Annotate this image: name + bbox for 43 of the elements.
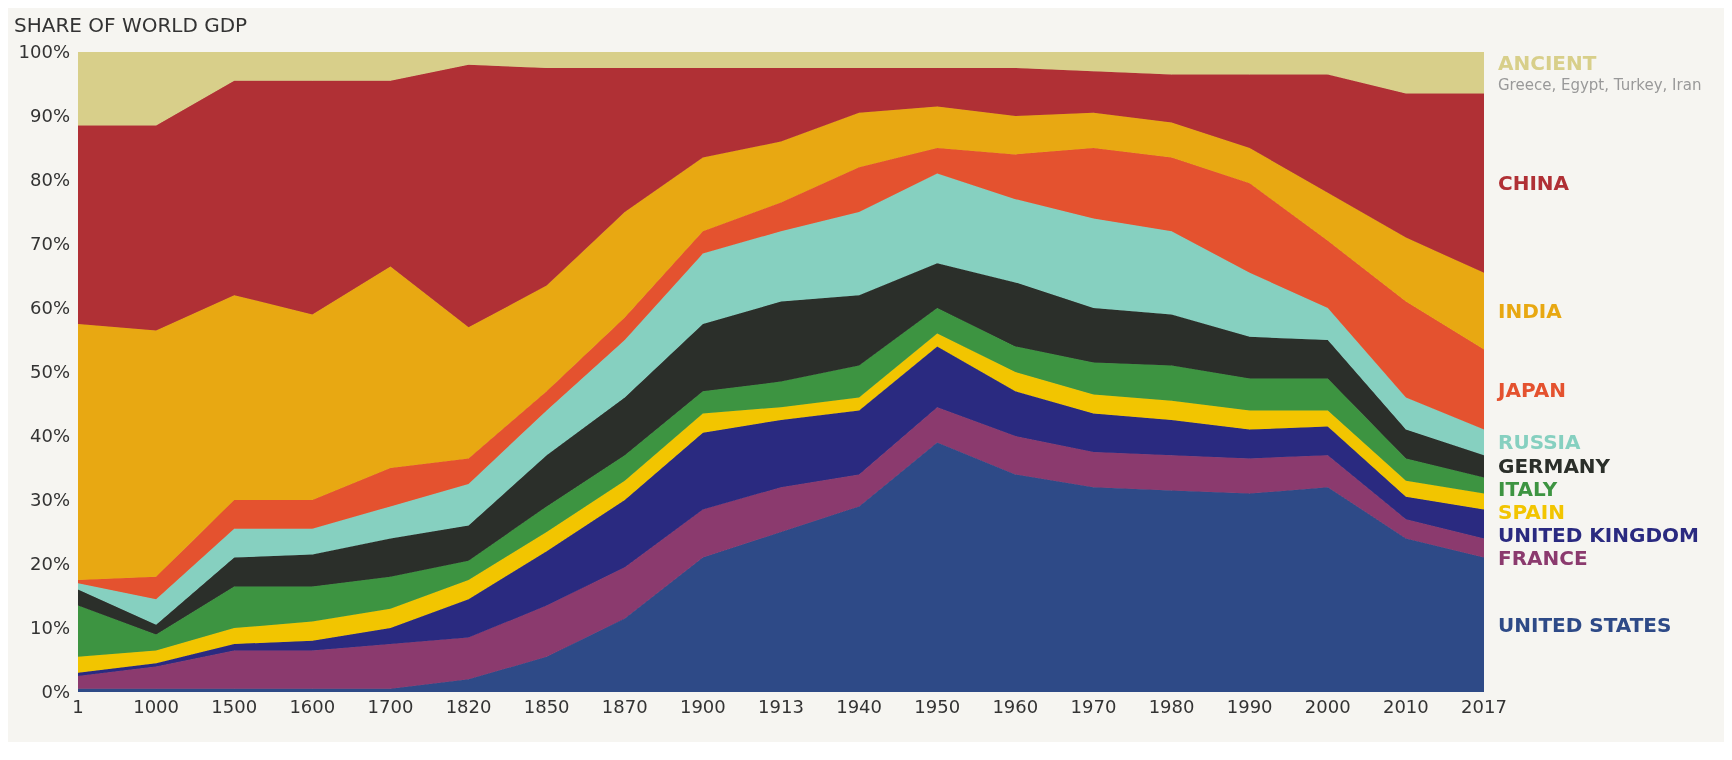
series-label: FRANCE: [1498, 546, 1588, 571]
series-label: GERMANY: [1498, 454, 1611, 479]
x-tick-label: 1850: [523, 695, 570, 717]
y-tick-label: 60%: [29, 297, 70, 319]
series-label: CHINA: [1498, 171, 1570, 196]
series-label: UNITED KINGDOM: [1498, 523, 1699, 548]
x-tick-label: 1500: [211, 695, 258, 717]
x-tick-label: 1980: [1148, 695, 1195, 717]
y-tick-label: 50%: [29, 361, 70, 383]
chart-title: SHARE OF WORLD GDP: [13, 12, 249, 39]
x-tick-label: 1600: [289, 695, 336, 717]
x-tick-label: 1900: [679, 695, 726, 717]
series-label: INDIA: [1498, 299, 1562, 324]
x-tick-label: 1913: [758, 695, 804, 717]
y-tick-label: 30%: [29, 489, 70, 511]
series-label: JAPAN: [1498, 377, 1566, 402]
x-tick-label: 1950: [914, 695, 961, 717]
x-tick-label: 2010: [1382, 695, 1429, 717]
series-label: ITALY: [1498, 477, 1558, 502]
x-tick-label: 1960: [992, 695, 1039, 717]
series-label: SPAIN: [1498, 500, 1565, 525]
x-tick-label: 1700: [367, 695, 414, 717]
y-tick-label: 100%: [18, 41, 70, 63]
y-tick-label: 70%: [29, 233, 70, 255]
x-tick-label: 2000: [1304, 695, 1351, 717]
y-tick-label: 40%: [29, 425, 70, 447]
series-label: UNITED STATES: [1498, 612, 1672, 637]
x-tick-label: 1940: [836, 695, 883, 717]
y-tick-label: 10%: [29, 617, 70, 639]
y-tick-label: 80%: [29, 169, 70, 191]
y-tick-label: 20%: [29, 553, 70, 575]
x-tick-label: 2017: [1461, 695, 1507, 717]
x-tick-label: 1000: [133, 695, 180, 717]
x-tick-label: 1870: [601, 695, 648, 717]
annotation: Greece, Egypt, Turkey, Iran: [1498, 74, 1702, 95]
x-tick-label: 1820: [445, 695, 492, 717]
series-label: RUSSIA: [1498, 430, 1581, 455]
x-tick-label: 1: [72, 695, 84, 717]
y-tick-label: 0%: [41, 681, 70, 703]
x-tick-label: 1990: [1226, 695, 1273, 717]
x-tick-label: 1970: [1070, 695, 1117, 717]
y-tick-label: 90%: [29, 105, 70, 127]
series-label: ANCIENT: [1498, 50, 1597, 75]
